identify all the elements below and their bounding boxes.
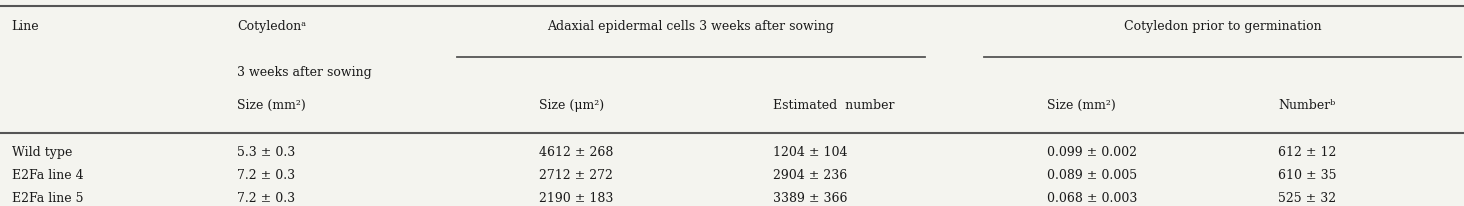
Text: 612 ± 12: 612 ± 12 [1278, 146, 1337, 158]
Text: Cotyledon prior to germination: Cotyledon prior to germination [1124, 20, 1321, 33]
Text: 5.3 ± 0.3: 5.3 ± 0.3 [237, 146, 296, 158]
Text: 0.099 ± 0.002: 0.099 ± 0.002 [1047, 146, 1136, 158]
Text: 7.2 ± 0.3: 7.2 ± 0.3 [237, 191, 296, 204]
Text: 2712 ± 272: 2712 ± 272 [539, 168, 612, 181]
Text: Numberᵇ: Numberᵇ [1278, 98, 1335, 111]
Text: 3389 ± 366: 3389 ± 366 [773, 191, 848, 204]
Text: 2904 ± 236: 2904 ± 236 [773, 168, 848, 181]
Text: 0.089 ± 0.005: 0.089 ± 0.005 [1047, 168, 1138, 181]
Text: E2Fa line 4: E2Fa line 4 [12, 168, 83, 181]
Text: 2190 ± 183: 2190 ± 183 [539, 191, 613, 204]
Text: 7.2 ± 0.3: 7.2 ± 0.3 [237, 168, 296, 181]
Text: Line: Line [12, 20, 40, 33]
Text: Wild type: Wild type [12, 146, 72, 158]
Text: Size (mm²): Size (mm²) [237, 98, 306, 111]
Text: 3 weeks after sowing: 3 weeks after sowing [237, 65, 372, 78]
Text: 4612 ± 268: 4612 ± 268 [539, 146, 613, 158]
Text: 525 ± 32: 525 ± 32 [1278, 191, 1337, 204]
Text: 610 ± 35: 610 ± 35 [1278, 168, 1337, 181]
Text: Size (mm²): Size (mm²) [1047, 98, 1116, 111]
Text: Adaxial epidermal cells 3 weeks after sowing: Adaxial epidermal cells 3 weeks after so… [548, 20, 834, 33]
Text: Size (μm²): Size (μm²) [539, 98, 603, 111]
Text: Cotyledonᵃ: Cotyledonᵃ [237, 20, 306, 33]
Text: 0.068 ± 0.003: 0.068 ± 0.003 [1047, 191, 1138, 204]
Text: E2Fa line 5: E2Fa line 5 [12, 191, 83, 204]
Text: 1204 ± 104: 1204 ± 104 [773, 146, 848, 158]
Text: Estimated  number: Estimated number [773, 98, 895, 111]
